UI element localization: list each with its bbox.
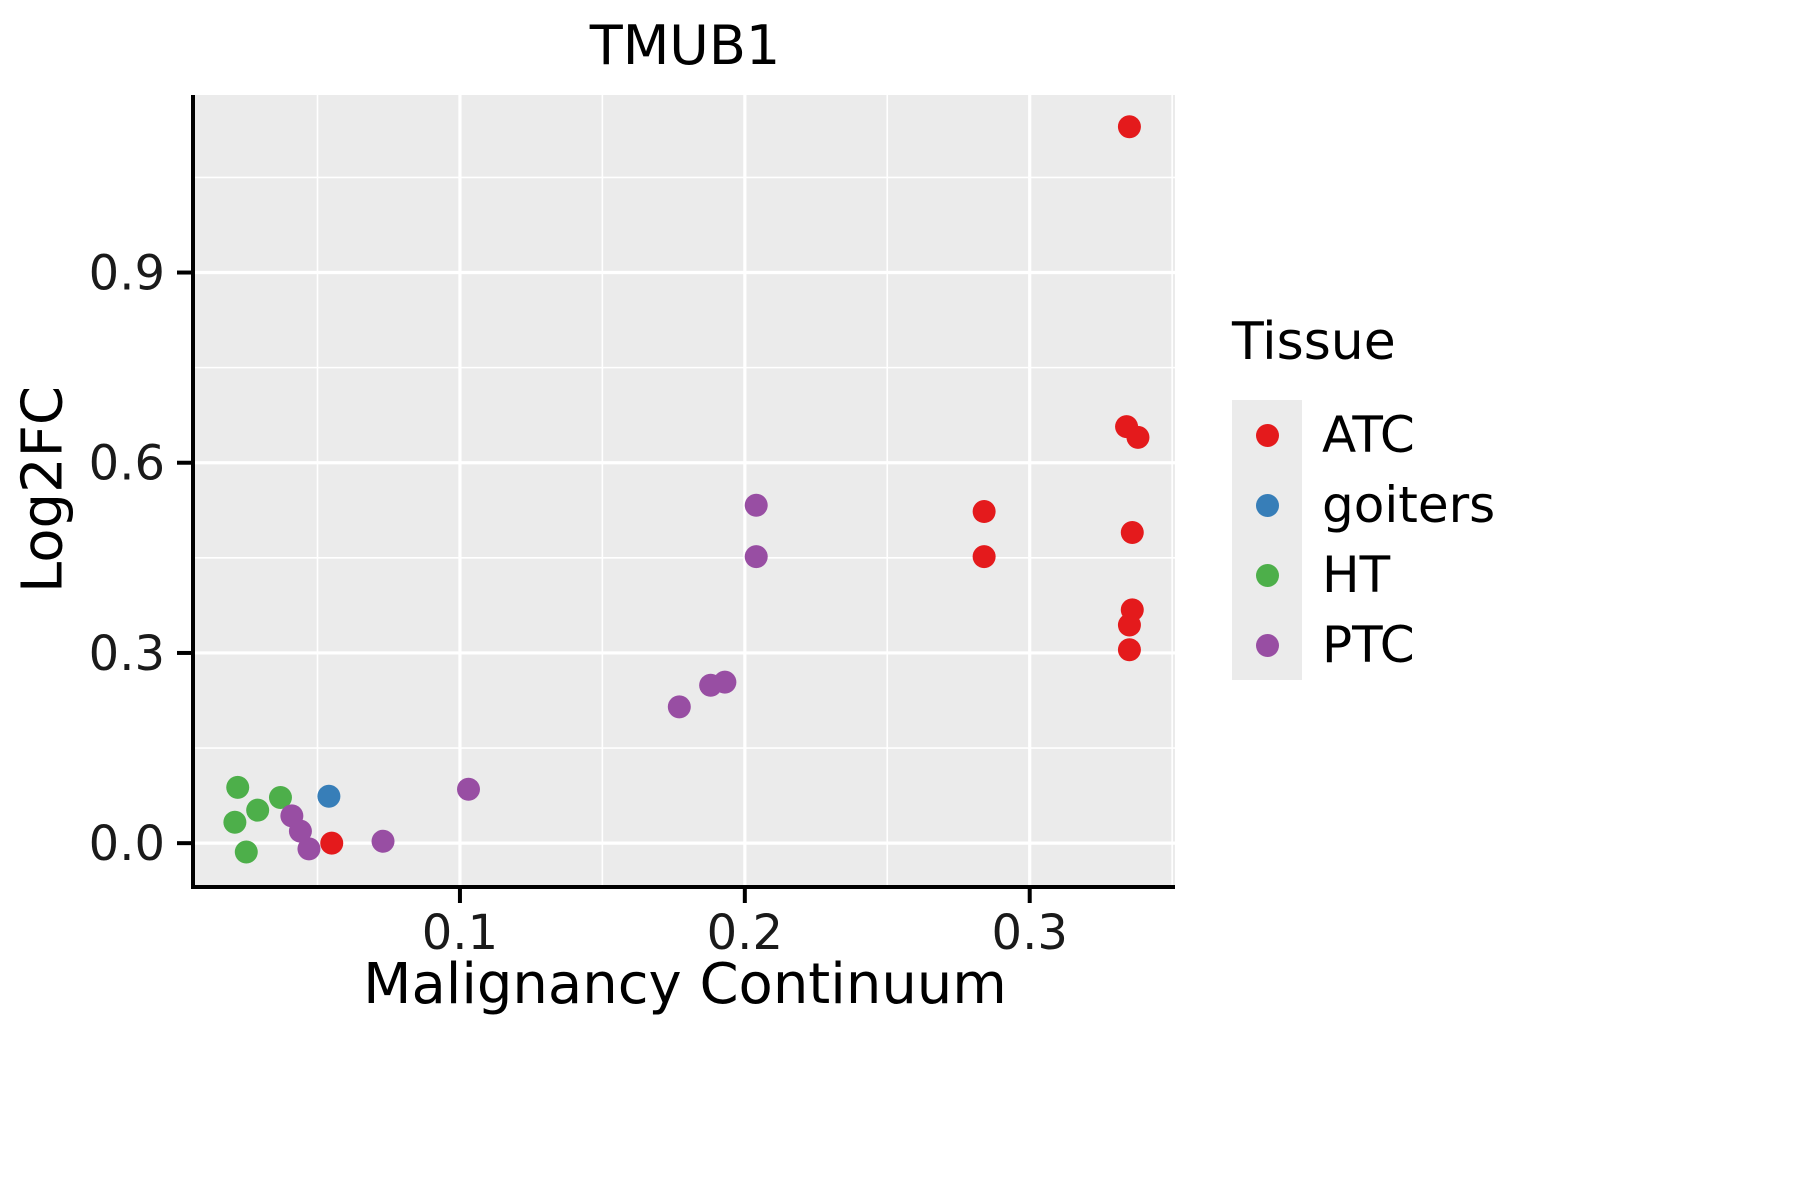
legend-title: Tissue: [1232, 312, 1396, 372]
point-PTC: [288, 819, 312, 843]
legend-label: PTC: [1322, 616, 1415, 674]
point-ATC: [1117, 613, 1141, 637]
legend-label: HT: [1322, 546, 1391, 604]
point-ATC: [972, 500, 996, 524]
legend-dot-icon: [1255, 633, 1279, 657]
x-tick-label: 0.3: [992, 905, 1068, 961]
legend: Tissue ATC goiters HT PTC: [1232, 312, 1495, 680]
y-axis-label: Log2FC: [10, 386, 76, 594]
chart-title: TMUB1: [589, 14, 781, 77]
point-HT: [268, 786, 292, 810]
point-ATC: [1117, 638, 1141, 662]
point-HT: [246, 798, 270, 822]
point-PTC: [713, 670, 737, 694]
y-tick-label: 0.0: [89, 816, 165, 872]
y-tick-label: 0.6: [89, 436, 165, 492]
legend-key: [1232, 540, 1302, 610]
panel-background: [195, 95, 1175, 885]
x-axis-label: Malignancy Continuum: [363, 952, 1007, 1017]
point-HT: [223, 810, 247, 834]
legend-dot-icon: [1255, 563, 1279, 587]
point-PTC: [667, 695, 691, 719]
legend-label: goiters: [1322, 476, 1496, 534]
x-tick-label: 0.2: [707, 905, 783, 961]
point-HT: [234, 840, 258, 864]
point-ATC: [320, 831, 344, 855]
point-PTC: [744, 545, 768, 569]
legend-item-ATC: ATC: [1232, 400, 1495, 470]
point-ATC: [1117, 115, 1141, 139]
point-PTC: [371, 829, 395, 853]
point-ATC: [972, 545, 996, 569]
legend-items: ATC goiters HT PTC: [1232, 400, 1495, 680]
point-PTC: [456, 777, 480, 801]
point-HT: [226, 775, 250, 799]
point-ATC: [1120, 520, 1144, 544]
point-ATC: [1126, 425, 1150, 449]
legend-item-HT: HT: [1232, 540, 1495, 610]
y-tick-label: 0.3: [89, 626, 165, 682]
x-tick-label: 0.1: [422, 905, 498, 961]
point-PTC: [297, 837, 321, 861]
point-PTC: [744, 493, 768, 517]
legend-label: ATC: [1322, 406, 1415, 464]
point-goiters: [317, 784, 341, 808]
legend-key: [1232, 400, 1302, 470]
legend-dot-icon: [1255, 423, 1279, 447]
legend-item-goiters: goiters: [1232, 470, 1495, 540]
legend-dot-icon: [1255, 493, 1279, 517]
legend-key: [1232, 610, 1302, 680]
legend-key: [1232, 470, 1302, 540]
legend-item-PTC: PTC: [1232, 610, 1495, 680]
y-tick-label: 0.9: [89, 246, 165, 302]
